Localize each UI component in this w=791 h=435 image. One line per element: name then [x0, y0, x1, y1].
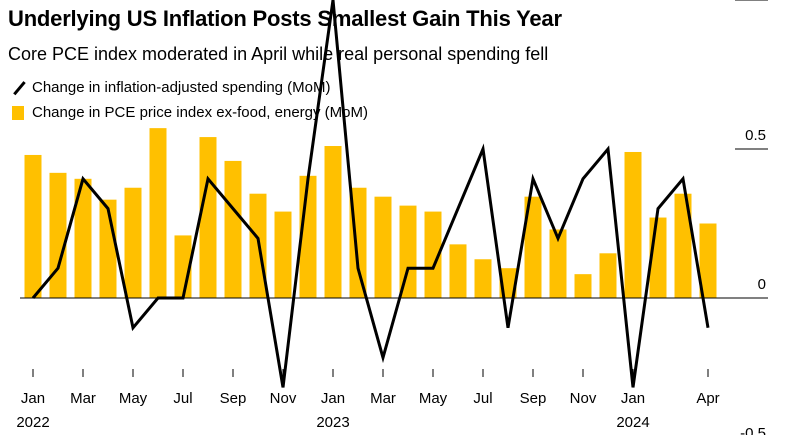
x-tick-label: Nov — [270, 390, 297, 407]
bar-core-pce — [524, 196, 542, 298]
x-tick-label: Sep — [520, 390, 547, 407]
legend-item-spending: Change in inflation-adjusted spending (M… — [12, 79, 331, 96]
legend-label-spending: Change in inflation-adjusted spending (M… — [32, 79, 331, 96]
y-tick-label: 0.5 — [745, 127, 766, 144]
chart-title: Underlying US Inflation Posts Smallest G… — [8, 6, 562, 31]
bar-core-pce — [224, 160, 242, 298]
x-tick-year: 2022 — [16, 414, 49, 431]
legend-swatch-icon — [12, 105, 24, 120]
x-tick-year: 2023 — [316, 414, 349, 431]
legend-item-core-pce: Change in PCE price index ex-food, energ… — [12, 104, 368, 121]
bar-core-pce — [399, 205, 417, 298]
x-tick-label: Nov — [570, 390, 597, 407]
bar-core-pce — [699, 223, 717, 298]
x-tick-label: Sep — [220, 390, 247, 407]
bar-core-pce — [24, 154, 42, 298]
x-tick-label: Apr — [696, 390, 719, 407]
bar-core-pce — [449, 244, 467, 298]
y-tick-label: -0.5 — [740, 425, 766, 435]
bar-core-pce — [199, 137, 217, 298]
bar-core-pce — [49, 172, 67, 298]
x-tick-label: Jul — [173, 390, 192, 407]
bar-core-pce — [74, 178, 92, 298]
bar-core-pce — [149, 128, 167, 298]
x-tick-label: Jan — [621, 390, 645, 407]
x-tick-label: Mar — [70, 390, 96, 407]
chart-subtitle: Core PCE index moderated in April while … — [8, 44, 549, 64]
bar-core-pce — [324, 146, 342, 298]
y-tick-label: 0 — [758, 276, 766, 293]
bar-core-pce — [674, 193, 692, 298]
bar-core-pce — [599, 253, 617, 298]
bar-core-pce — [574, 274, 592, 298]
x-tick-label: Mar — [370, 390, 396, 407]
bar-core-pce — [424, 211, 442, 298]
bar-core-pce — [474, 259, 492, 298]
bar-core-pce — [124, 187, 142, 298]
x-tick-label: Jan — [21, 390, 45, 407]
bar-core-pce — [274, 211, 292, 298]
x-tick-label: Jan — [321, 390, 345, 407]
line-spending — [31, 0, 710, 388]
legend-label-core-pce: Change in PCE price index ex-food, energ… — [32, 104, 368, 121]
x-tick-label: Jul — [473, 390, 492, 407]
x-tick-label: May — [419, 390, 448, 407]
bar-core-pce — [549, 229, 567, 298]
bar-core-pce — [624, 151, 642, 298]
bar-core-pce — [374, 196, 392, 298]
x-tick-label: May — [119, 390, 148, 407]
x-tick-year: 2024 — [616, 414, 649, 431]
